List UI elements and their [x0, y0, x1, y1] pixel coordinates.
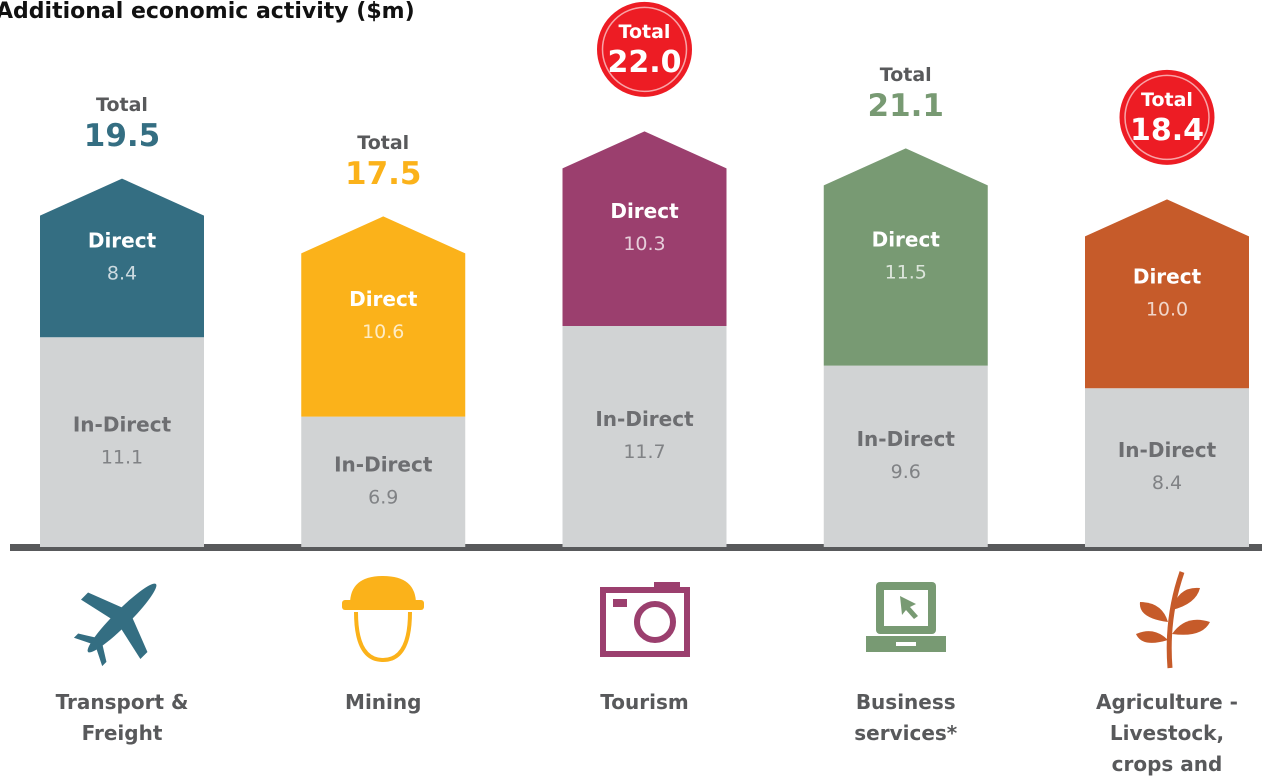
- category-label: Mining: [345, 690, 422, 714]
- segment-value: 9.6: [891, 461, 921, 483]
- total-label: Total: [880, 64, 932, 86]
- segment-name: In-Direct: [73, 413, 172, 437]
- segment-name: Direct: [349, 287, 418, 311]
- total-value: 18.4: [1130, 113, 1204, 148]
- total-badge: [597, 1, 692, 97]
- segment-name: Direct: [872, 227, 941, 251]
- segment-name: Direct: [610, 199, 679, 223]
- segment-value: 11.1: [101, 447, 143, 469]
- segment-name: In-Direct: [334, 452, 433, 476]
- total-value: 17.5: [345, 156, 422, 192]
- helmet-icon: [342, 576, 424, 663]
- segment-value: 8.4: [107, 262, 137, 284]
- total-badge-ring: [601, 6, 688, 93]
- direct-segment: [562, 131, 727, 326]
- total-badge: [1119, 69, 1215, 165]
- chart-title: Additional economic activity ($m): [0, 0, 415, 24]
- total-label: Total: [357, 132, 409, 154]
- plane-icon: [73, 583, 157, 667]
- segment-value: 11.7: [623, 441, 665, 463]
- segment-value: 10.0: [1146, 298, 1188, 320]
- category-label: Transport & Freight: [55, 690, 189, 745]
- direct-segment: [301, 216, 466, 417]
- laptop-icon: [866, 582, 946, 652]
- total-label: Total: [619, 21, 671, 43]
- segment-value: 10.6: [362, 321, 404, 343]
- total-value: 19.5: [84, 118, 161, 154]
- total-value: 22.0: [607, 45, 681, 80]
- segment-name: In-Direct: [1118, 438, 1217, 462]
- plant-icon: [1136, 571, 1210, 669]
- segment-value: 8.4: [1152, 472, 1182, 494]
- total-label: Total: [96, 94, 148, 116]
- total-label: Total: [1141, 89, 1193, 111]
- segment-name: In-Direct: [595, 407, 694, 431]
- segment-name: Direct: [1133, 264, 1202, 288]
- indirect-segment: [562, 325, 727, 547]
- segment-value: 6.9: [368, 486, 398, 508]
- direct-segment: [1085, 199, 1249, 389]
- category-label: Agriculture - Livestock, crops and horti…: [1096, 690, 1238, 776]
- indirect-segment: [301, 416, 466, 547]
- segment-value: 10.3: [623, 233, 665, 255]
- segment-value: 11.5: [885, 261, 927, 283]
- indirect-segment: [40, 337, 204, 547]
- indirect-segment: [823, 365, 988, 547]
- category-label: Tourism: [600, 690, 689, 714]
- segment-name: Direct: [88, 228, 157, 252]
- baseline: [10, 544, 1262, 551]
- camera-icon: [600, 582, 690, 657]
- direct-segment: [823, 148, 988, 366]
- category-label: Business services*: [854, 690, 958, 745]
- indirect-segment: [1085, 388, 1249, 547]
- direct-segment: [40, 178, 204, 338]
- total-badge-ring: [1124, 74, 1210, 161]
- total-value: 21.1: [868, 88, 945, 124]
- segment-name: In-Direct: [857, 427, 956, 451]
